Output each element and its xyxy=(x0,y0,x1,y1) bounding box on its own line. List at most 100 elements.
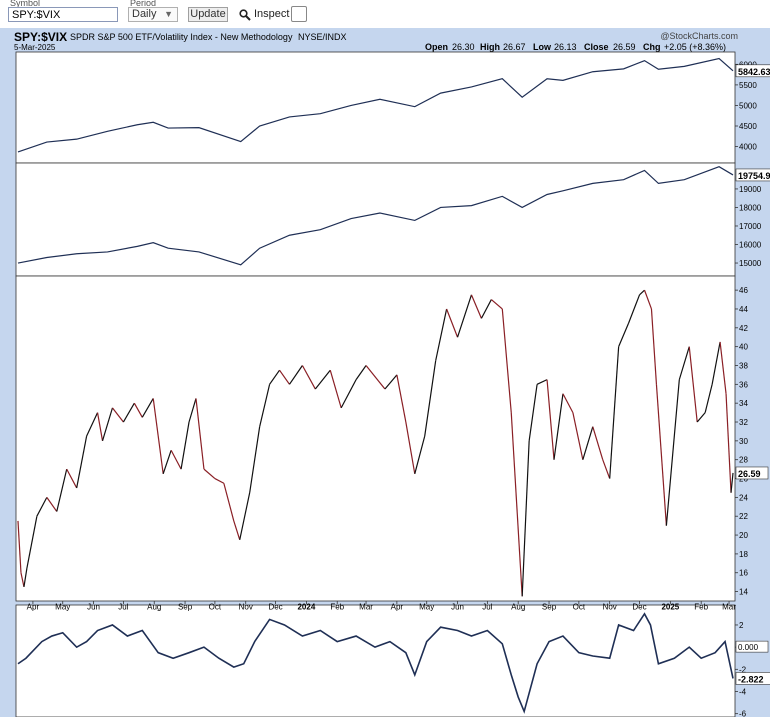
open-value: 26.30 xyxy=(452,42,475,52)
ratio-segment xyxy=(480,299,492,319)
chart-panels: 400045005000550060005842.631500016000170… xyxy=(15,51,770,717)
x-tick-label: Apr xyxy=(391,603,404,612)
ratio-segment xyxy=(329,370,342,409)
chart-canvas: SPY:$VIX SPDR S&P 500 ETF/Volatility Ind… xyxy=(14,30,770,717)
last-value-box xyxy=(735,466,769,480)
ratio-segment xyxy=(239,492,251,540)
ratio-segment xyxy=(355,365,367,380)
chart-exchange: NYSE/INDX xyxy=(298,32,347,42)
inspect-checkbox[interactable] xyxy=(291,6,307,22)
ratio-segment xyxy=(725,393,732,493)
update-button[interactable]: Update xyxy=(188,7,228,22)
ratio-main-plot-area xyxy=(15,275,736,602)
ratio-segment xyxy=(141,398,154,418)
x-tick-label: Jul xyxy=(118,603,128,612)
oscillator-panel: -6-4-2020.000-2.822 xyxy=(15,604,770,717)
ratio-segment xyxy=(655,384,667,526)
ratio-segment xyxy=(639,289,645,296)
y-tick-label: 14 xyxy=(739,588,748,597)
ratio-segment xyxy=(288,365,303,385)
ratio-segment xyxy=(719,341,727,394)
high-value: 26.67 xyxy=(503,42,526,52)
zero-value-box xyxy=(735,640,769,653)
x-tick-label: Sep xyxy=(542,603,557,612)
ratio-segment xyxy=(711,341,721,385)
chg-label: Chg xyxy=(643,42,661,52)
ratio-segment xyxy=(162,450,172,475)
ratio-segment xyxy=(562,393,574,413)
ratio-segment xyxy=(203,468,216,479)
search-icon xyxy=(239,9,251,21)
ratio-segment xyxy=(688,346,698,423)
ratio-segment xyxy=(188,398,197,423)
x-tick-label: Aug xyxy=(147,603,161,612)
x-tick-label: Dec xyxy=(632,603,646,612)
last-value-box xyxy=(735,64,770,78)
period-select[interactable]: Daily ▼ xyxy=(128,7,178,22)
ratio-segment xyxy=(582,426,594,460)
x-tick-label: 2025 xyxy=(661,603,679,612)
ratio-segment xyxy=(301,365,316,390)
y-tick-label: 2 xyxy=(739,621,744,630)
ratio-segment xyxy=(490,299,503,310)
last-value-box xyxy=(735,672,770,685)
ratio-segment xyxy=(618,322,630,347)
ratio-segment xyxy=(521,440,530,597)
chart-ticker: SPY:$VIX xyxy=(14,30,67,44)
x-tick-label: Aug xyxy=(511,603,525,612)
ratio-segment xyxy=(56,468,68,512)
x-tick-label: Dec xyxy=(268,603,282,612)
low-value: 26.13 xyxy=(554,42,577,52)
spx-index-plot-area xyxy=(15,51,736,164)
symbol-input[interactable] xyxy=(8,7,118,22)
last-value-label: -2.822 xyxy=(738,674,764,684)
ratio-segment xyxy=(510,412,523,597)
ratio-segment xyxy=(470,294,482,319)
x-tick-label: Nov xyxy=(603,603,617,612)
ratio-segment xyxy=(86,412,99,437)
ratio-segment xyxy=(122,402,135,423)
ratio-segment xyxy=(628,294,641,324)
y-tick-label: 32 xyxy=(739,418,748,427)
period-caption: Period xyxy=(130,0,157,8)
y-tick-label: 30 xyxy=(739,437,748,446)
y-tick-label: 20 xyxy=(739,531,748,540)
x-tick-label: Sep xyxy=(178,603,193,612)
ratio-segment xyxy=(553,393,564,460)
ratio-segment xyxy=(456,294,473,338)
ratio-segment xyxy=(536,379,548,385)
ratio-segment xyxy=(384,374,398,390)
ratio-segment xyxy=(528,384,538,441)
x-tick-label: Mar xyxy=(722,603,736,612)
ratio-segment xyxy=(269,369,281,385)
oscillator-plot-area xyxy=(15,604,736,717)
ratio-segment xyxy=(730,472,734,493)
last-value-label: 19754.9 xyxy=(738,171,770,181)
ratio-segment xyxy=(314,369,331,390)
ratio-segment xyxy=(340,379,357,409)
ratio-segment xyxy=(609,346,620,479)
middle-index-line xyxy=(17,166,734,266)
ratio-segment xyxy=(180,421,190,470)
ratio-segment xyxy=(365,365,386,390)
y-tick-label: -6 xyxy=(739,710,747,717)
ratio-segment xyxy=(214,478,225,484)
y-tick-label: 5500 xyxy=(739,81,757,90)
symbol-caption: Symbol xyxy=(10,0,41,8)
y-tick-label: 34 xyxy=(739,399,748,408)
open-label: Open xyxy=(425,42,448,52)
y-tick-label: 24 xyxy=(739,493,748,502)
y-tick-label: 42 xyxy=(739,324,748,333)
ratio-segment xyxy=(696,412,706,423)
ratio-segment xyxy=(643,289,653,310)
x-axis: Apr May Jun Jul Aug Sep Oct Nov Dec 2024 Feb Mar Apr… xyxy=(27,601,736,612)
spx-index-panel: 400045005000550060005842.63 xyxy=(15,51,770,164)
ratio-segment xyxy=(152,398,164,474)
ratio-segment xyxy=(66,468,78,489)
period-value: Daily xyxy=(132,8,157,20)
ratio-segment xyxy=(259,384,271,427)
y-tick-label: 15000 xyxy=(739,259,762,268)
watermark: @StockCharts.com xyxy=(660,31,738,41)
chevron-down-icon: ▼ xyxy=(164,9,173,19)
y-tick-label: 4500 xyxy=(739,122,757,131)
